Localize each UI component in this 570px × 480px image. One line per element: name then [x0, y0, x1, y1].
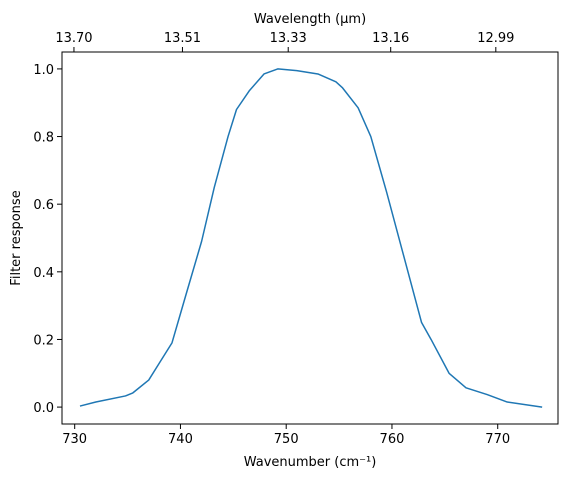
plot-frame [61, 51, 559, 425]
y-axis-title: Filter response [9, 190, 24, 285]
top-tick-label: 13.16 [372, 31, 409, 46]
y-tick-label: 0.0 [33, 401, 54, 416]
y-tick-label: 0.6 [33, 198, 54, 213]
top-x-axis-ticks: 13.70 13.51 13.33 13.16 12.99 [55, 31, 514, 52]
top-tick-label: 13.51 [164, 31, 201, 46]
top-axis-title: Wavelength (μm) [254, 12, 366, 27]
y-tick-label: 0.2 [33, 333, 54, 348]
y-tick-label: 0.8 [33, 131, 54, 146]
x-axis-title: Wavenumber (cm⁻¹) [244, 455, 377, 470]
bottom-x-axis-ticks: 730 740 750 760 770 [62, 424, 510, 447]
plot-area [61, 51, 559, 425]
x-tick-label: 730 [62, 432, 87, 447]
top-tick-label: 13.70 [55, 31, 92, 46]
top-tick-label: 12.99 [477, 31, 514, 46]
y-tick-label: 0.4 [33, 266, 54, 281]
y-tick-label: 1.0 [33, 63, 54, 78]
filter-response-line [79, 68, 543, 408]
x-tick-label: 770 [485, 432, 510, 447]
x-tick-label: 740 [168, 432, 193, 447]
left-y-axis-ticks: 0.0 0.2 0.4 0.6 0.8 1.0 [33, 63, 62, 416]
top-tick-label: 13.33 [270, 31, 307, 46]
x-tick-label: 750 [274, 432, 299, 447]
x-tick-label: 760 [380, 432, 405, 447]
